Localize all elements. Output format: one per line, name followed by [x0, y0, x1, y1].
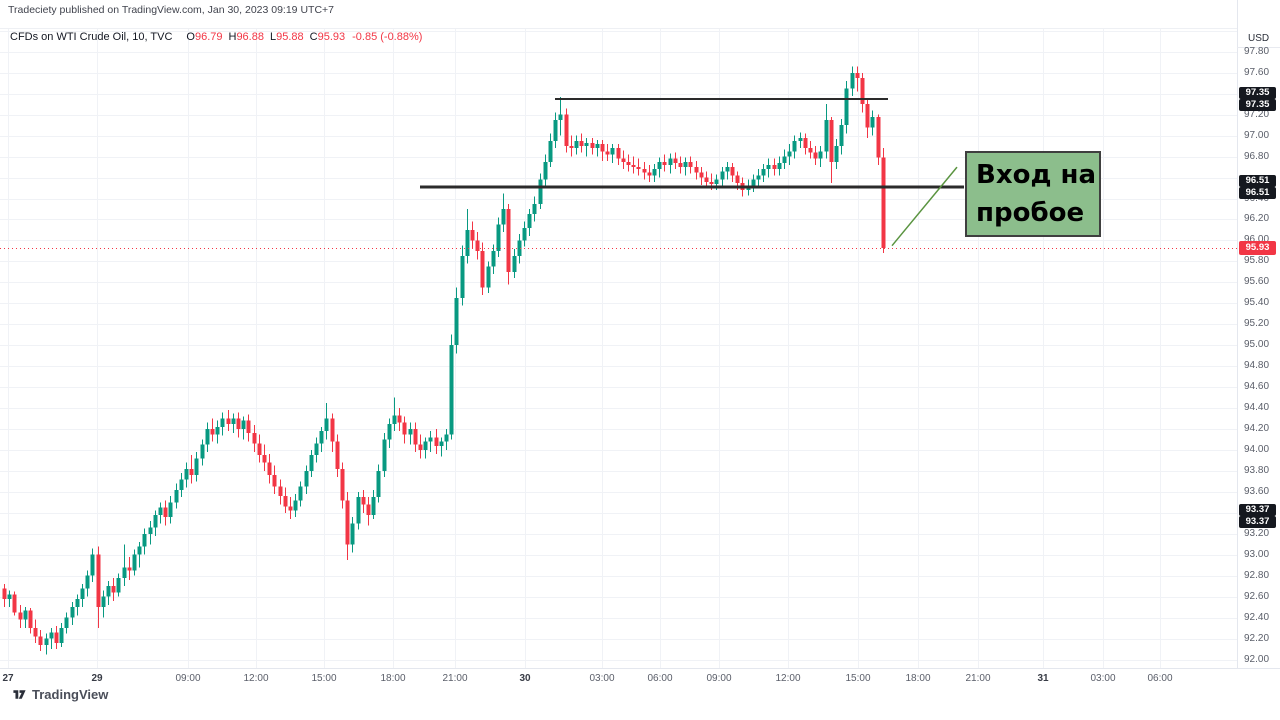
- price-tick-label: 96.80: [1244, 150, 1270, 162]
- time-tick-label: 12:00: [243, 673, 269, 684]
- symbol-legend[interactable]: CFDs on WTI Crude Oil, 10, TVC O96.79 H96.…: [10, 31, 422, 43]
- price-tick-label: 94.80: [1244, 360, 1270, 372]
- price-badge: 95.93: [1239, 240, 1276, 255]
- price-badge: 96.51: [1239, 187, 1276, 199]
- price-change: -0.85 (-0.88%): [352, 31, 423, 43]
- time-tick-label: 06:00: [1147, 673, 1173, 684]
- ohlc-low-label: L: [269, 31, 277, 43]
- breakout-trend-line[interactable]: [891, 166, 958, 247]
- time-tick-label: 18:00: [380, 673, 406, 684]
- price-badge: 96.51: [1239, 175, 1276, 187]
- annotation-note[interactable]: Вход на пробое: [965, 151, 1101, 237]
- time-tick-label: 18:00: [905, 673, 931, 684]
- time-tick-label: 30: [519, 673, 531, 684]
- time-tick-label: 21:00: [442, 673, 468, 684]
- time-tick-label: 09:00: [175, 673, 201, 684]
- ohlc-high-value: 96.88: [236, 31, 264, 43]
- price-tick-label: 93.80: [1244, 464, 1270, 476]
- time-tick-label: 15:00: [311, 673, 337, 684]
- ohlc-close-value: 95.93: [317, 31, 346, 43]
- tradingview-watermark-text: TradingView: [32, 687, 109, 702]
- price-tick-label: 92.20: [1244, 632, 1270, 644]
- time-tick-label: 31: [1037, 673, 1049, 684]
- ohlc-high-label: H: [228, 31, 237, 43]
- price-tick-label: 94.00: [1244, 443, 1270, 455]
- price-tick-label: 92.00: [1244, 653, 1270, 665]
- price-badge: 97.35: [1239, 99, 1276, 111]
- currency-label: USD: [1248, 33, 1270, 44]
- ohlc-open-label: O: [186, 31, 195, 43]
- price-tick-label: 94.40: [1244, 402, 1270, 414]
- price-badge: 93.37: [1239, 503, 1276, 516]
- price-tick-label: 94.20: [1244, 423, 1270, 435]
- price-tick-label: 97.20: [1244, 108, 1270, 120]
- price-tick-label: 95.00: [1244, 339, 1270, 351]
- price-tick-label: 95.80: [1244, 255, 1270, 267]
- price-tick-label: 95.60: [1244, 276, 1270, 288]
- ohlc-close-label: C: [309, 31, 318, 43]
- candles: [2, 66, 886, 655]
- price-tick-label: 94.60: [1244, 381, 1270, 393]
- time-tick-label: 03:00: [1090, 673, 1116, 684]
- time-axis[interactable]: [0, 668, 1280, 720]
- tradingview-logo-icon: [13, 690, 26, 699]
- annotation-note-line2: пробое: [976, 198, 1085, 228]
- grid: [0, 28, 1237, 668]
- time-tick-label: 12:00: [775, 673, 801, 684]
- price-axis-separator: [1237, 47, 1280, 48]
- time-tick-label: 09:00: [706, 673, 732, 684]
- price-tick-label: 92.80: [1244, 569, 1270, 581]
- price-tick-label: 95.40: [1244, 297, 1270, 309]
- time-tick-label: 27: [2, 673, 14, 684]
- price-tick-label: 97.60: [1244, 66, 1270, 78]
- time-tick-label: 06:00: [647, 673, 673, 684]
- price-axis[interactable]: [1237, 0, 1280, 668]
- price-badge: 93.37: [1239, 515, 1276, 528]
- time-tick-label: 03:00: [589, 673, 615, 684]
- price-tick-label: 92.40: [1244, 611, 1270, 623]
- price-tick-label: 93.00: [1244, 548, 1270, 560]
- price-tick-label: 93.20: [1244, 527, 1270, 539]
- price-tick-label: 92.60: [1244, 590, 1270, 602]
- time-tick-label: 15:00: [845, 673, 871, 684]
- symbol-title[interactable]: CFDs on WTI Crude Oil, 10, TVC: [10, 31, 173, 43]
- published-info: Tradeciety published on TradingView.com,…: [8, 4, 334, 16]
- price-tick-label: 93.60: [1244, 485, 1270, 497]
- price-tick-label: 96.00: [1244, 234, 1270, 246]
- time-tick-label: 21:00: [965, 673, 991, 684]
- time-tick-label: 29: [91, 673, 103, 684]
- price-tick-label: 96.20: [1244, 213, 1270, 225]
- price-tick-label: 95.20: [1244, 318, 1270, 330]
- price-tick-label: 97.00: [1244, 129, 1270, 141]
- ohlc-open-value: 96.79: [194, 31, 223, 43]
- price-tick-label: 97.80: [1244, 45, 1270, 57]
- tradingview-watermark[interactable]: TradingView: [12, 687, 108, 702]
- annotation-note-line1: Вход на: [976, 160, 1097, 190]
- ohlc-low-value: 95.88: [276, 31, 304, 43]
- price-badge: 97.35: [1239, 87, 1276, 99]
